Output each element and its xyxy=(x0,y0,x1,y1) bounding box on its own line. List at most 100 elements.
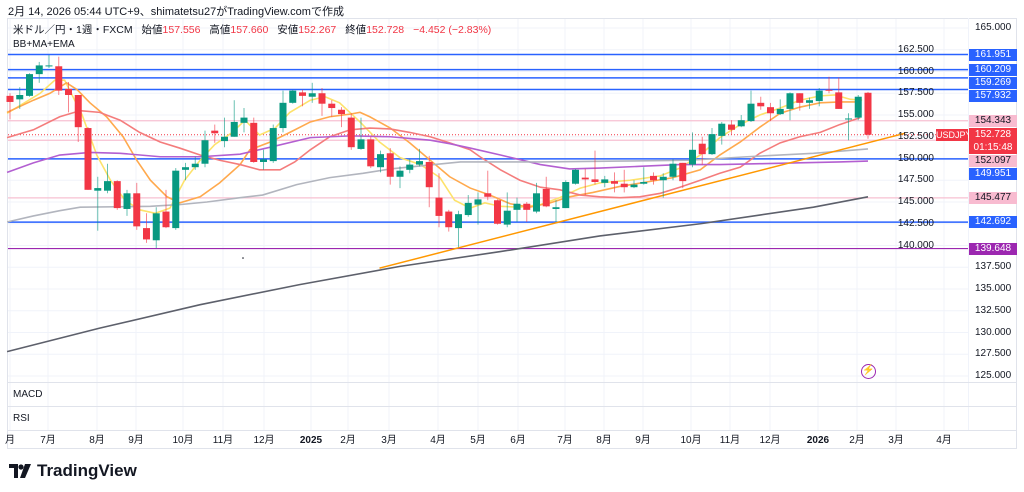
level-badge: 157.932 xyxy=(969,89,1017,102)
candle-up xyxy=(94,188,102,191)
time-tick: 7月 xyxy=(557,435,573,446)
candle-down xyxy=(113,181,121,209)
candle-down xyxy=(425,161,433,188)
candle-up xyxy=(172,170,180,229)
candle-up xyxy=(152,213,160,241)
tradingview-logo-icon xyxy=(9,464,31,478)
candle-down xyxy=(133,193,141,227)
time-tick: 8月 xyxy=(89,435,105,446)
candle-down xyxy=(484,193,492,197)
symbol-name[interactable]: 米ドル／円・1週・FXCM xyxy=(13,24,133,36)
candle-down xyxy=(250,122,258,162)
candle-down xyxy=(318,93,326,104)
macd-pane-label[interactable]: MACD xyxy=(13,389,43,400)
candle-down xyxy=(347,117,355,148)
high-value: 157.660 xyxy=(230,24,269,36)
candle-up xyxy=(230,121,238,137)
candle-up xyxy=(572,169,579,184)
candle-up xyxy=(640,181,648,184)
candle-down xyxy=(767,107,774,114)
price-tick: 140.000 xyxy=(897,239,934,251)
candle-down xyxy=(542,188,550,207)
candle-up xyxy=(240,117,248,123)
time-tick: 2月 xyxy=(849,435,865,446)
low-label: 安値 xyxy=(277,24,299,36)
candle-up xyxy=(630,184,638,188)
candle-down xyxy=(698,143,706,155)
pane-divider[interactable] xyxy=(7,406,1017,407)
candle-down xyxy=(796,93,804,103)
price-tick: 125.000 xyxy=(975,370,1012,381)
candle-up xyxy=(308,93,316,97)
time-tick: 11月 xyxy=(719,435,741,446)
candle-up xyxy=(16,94,24,100)
candle-up xyxy=(279,102,287,129)
candle-up xyxy=(513,203,521,210)
candle-up xyxy=(562,181,570,209)
chart-caption: 2月 14, 2026 05:44 UTC+9、shimatetsu27がTra… xyxy=(8,6,344,18)
current-price-badge: 152.728 01:15:48 xyxy=(969,128,1017,154)
candle-down xyxy=(611,181,618,184)
time-tick: 3月 xyxy=(381,435,397,446)
close-label: 終値 xyxy=(345,24,367,36)
rsi-pane-label[interactable]: RSI xyxy=(13,413,30,424)
price-tick: 152.500 xyxy=(897,130,934,142)
logo-text: TradingView xyxy=(37,461,137,480)
price-tick: 132.500 xyxy=(975,304,1012,316)
candle-down xyxy=(757,102,765,107)
candle-up xyxy=(737,120,745,127)
time-tick: 5月 xyxy=(470,435,486,446)
candle-up xyxy=(201,140,209,164)
level-badge: 161.951 xyxy=(969,48,1017,61)
time-tick: 4月 xyxy=(936,435,952,446)
price-tick: 160.000 xyxy=(897,65,934,77)
candle-up xyxy=(854,96,862,118)
candle-down xyxy=(728,124,735,130)
time-tick: 月 xyxy=(5,435,15,446)
candle-down xyxy=(143,228,150,240)
candle-up xyxy=(269,128,277,162)
candle-down xyxy=(84,128,92,190)
candle-up xyxy=(776,108,784,115)
candle-down xyxy=(367,139,375,167)
candle-down xyxy=(591,179,599,182)
candle-up xyxy=(357,139,365,149)
price-tick: 157.500 xyxy=(897,87,934,99)
candle-up xyxy=(289,90,297,103)
line-ma-gray xyxy=(6,148,869,223)
line-ma-dark xyxy=(6,195,869,353)
candle-up xyxy=(815,90,823,102)
candle-down xyxy=(328,103,336,109)
high-label: 高値 xyxy=(209,24,231,36)
time-tick: 12月 xyxy=(759,435,781,446)
candle-up xyxy=(35,65,43,75)
candle-up xyxy=(474,199,482,205)
level-badge: 152.097 xyxy=(969,155,1017,167)
candle-up xyxy=(123,193,131,209)
time-tick: 2月 xyxy=(340,435,356,446)
overlay-indicator-label[interactable]: BB+MA+EMA xyxy=(13,39,75,50)
candle-up xyxy=(601,179,609,183)
price-tick: 135.000 xyxy=(975,283,1012,294)
level-badge: 139.648 xyxy=(969,242,1017,255)
symbol-legend: 米ドル／円・1週・FXCM 始値157.556 高値157.660 安値152.… xyxy=(13,24,491,36)
lightning-icon[interactable]: ⚡ xyxy=(861,364,876,379)
level-badge: 142.692 xyxy=(969,216,1017,229)
line-ema-purple xyxy=(6,135,869,174)
chart-frame xyxy=(7,18,1017,449)
tradingview-logo: TradingView xyxy=(9,461,137,481)
candle-up xyxy=(786,93,794,109)
time-tick: 8月 xyxy=(596,435,612,446)
candle-up xyxy=(396,170,404,177)
time-tick: 4月 xyxy=(430,435,446,446)
time-tick: 9月 xyxy=(635,435,651,446)
candle-down xyxy=(523,203,531,210)
candle-up xyxy=(26,74,33,96)
level-badge: 154.343 xyxy=(969,114,1017,127)
pane-divider[interactable] xyxy=(7,382,1017,383)
current-price: 152.728 xyxy=(974,129,1012,140)
candle-up xyxy=(104,181,111,191)
level-badge: 159.269 xyxy=(969,76,1017,89)
level-badge: 160.209 xyxy=(969,63,1017,76)
